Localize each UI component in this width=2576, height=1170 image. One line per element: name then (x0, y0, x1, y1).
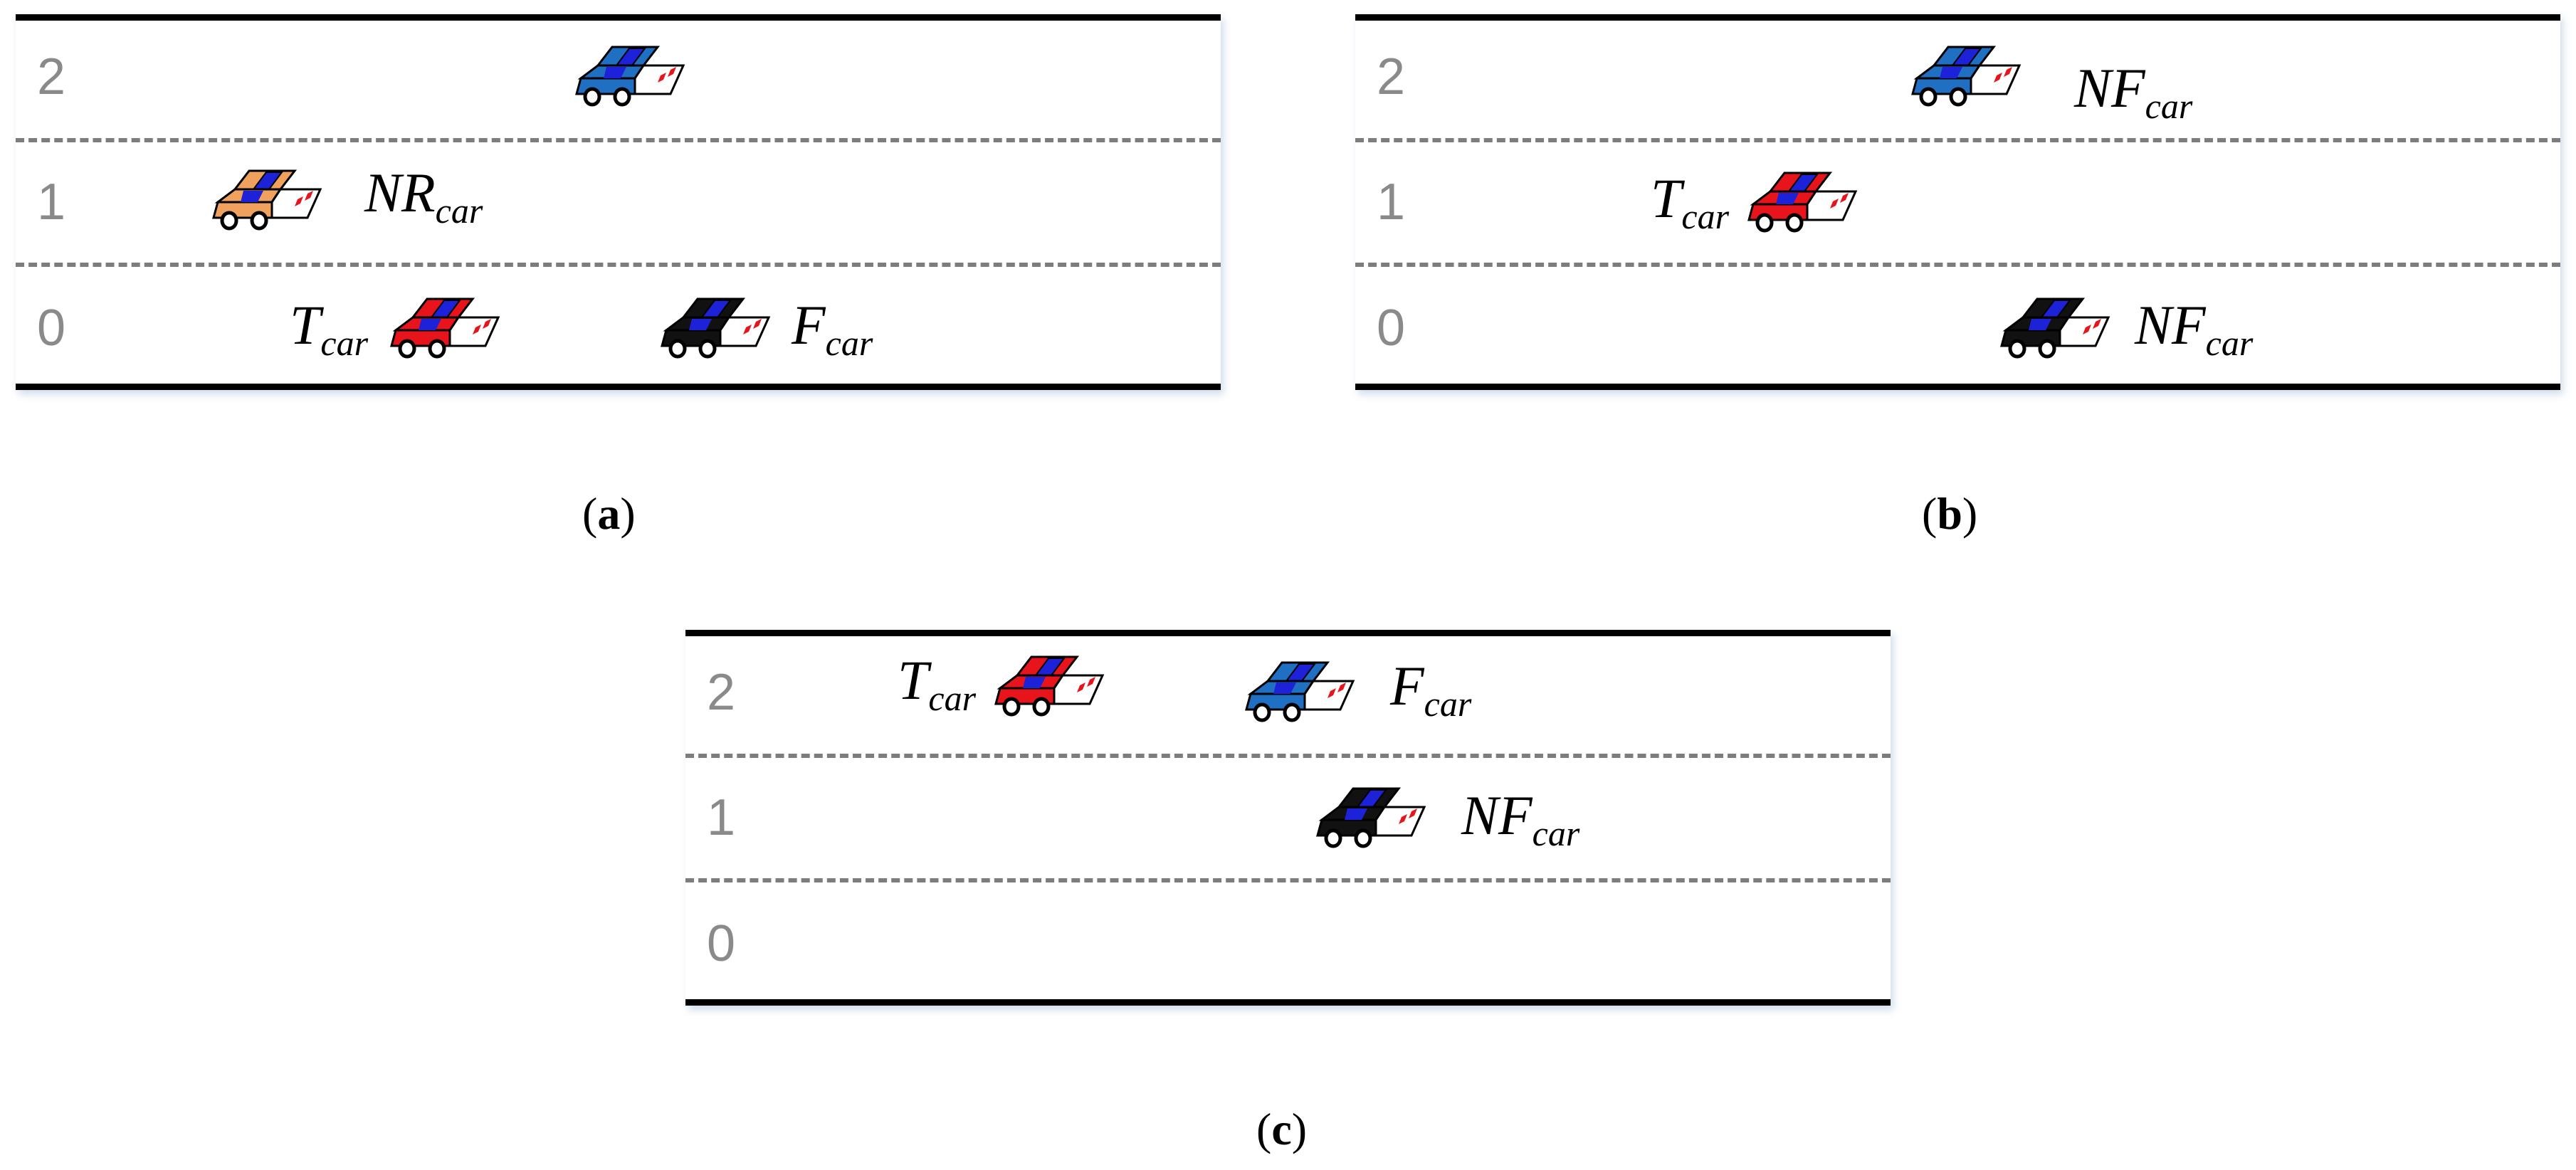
car-label: Tcar (290, 294, 369, 363)
panel-c: 2 1 0 Tcar Fcar NFcar (685, 630, 1891, 1006)
car-label: NRcar (364, 162, 483, 231)
car-blue-icon (1907, 41, 2028, 112)
lane-number-1: 1 (37, 174, 66, 231)
car-label: Fcar (1390, 655, 1472, 724)
road-edge-bottom (1355, 384, 2560, 390)
road-edge-top (1355, 14, 2560, 21)
lane-divider (16, 263, 1221, 267)
lane-divider (1355, 138, 2560, 142)
road-edge-top (685, 630, 1891, 636)
lane-number-2: 2 (707, 664, 736, 721)
panel-caption: (b) (1922, 488, 1978, 539)
road: 2 1 0 Tcar Fcar NFcar (685, 630, 1891, 1006)
car-label: Tcar (898, 649, 977, 718)
panel-a: 2 1 0 NRcar Tcar Fcar (16, 14, 1221, 390)
car-black-icon (656, 293, 777, 364)
car-blue-icon (1241, 657, 1362, 728)
car-label: Tcar (1651, 167, 1730, 236)
car-red-icon (386, 293, 507, 364)
lane-number-2: 2 (37, 48, 66, 105)
lane-number-1: 1 (1377, 174, 1406, 231)
road-edge-bottom (685, 999, 1891, 1006)
car-red-icon (990, 651, 1111, 722)
car-orange-icon (208, 165, 329, 236)
panel-b: 2 1 0 NFcar Tcar NFcar (1355, 14, 2560, 390)
car-label: NFcar (2074, 57, 2193, 126)
lane-divider (16, 138, 1221, 142)
lane-number-2: 2 (1377, 48, 1406, 105)
road: 2 1 0 NRcar Tcar Fcar (16, 14, 1221, 390)
lane-number-0: 0 (37, 300, 66, 357)
road-edge-bottom (16, 384, 1221, 390)
panel-caption: (c) (1256, 1104, 1308, 1154)
car-black-icon (1312, 783, 1433, 854)
lane-divider (685, 754, 1891, 758)
panel-caption: (a) (582, 488, 636, 539)
car-label: NFcar (1461, 784, 1580, 853)
lane-number-0: 0 (1377, 300, 1406, 357)
road: 2 1 0 NFcar Tcar NFcar (1355, 14, 2560, 390)
car-black-icon (1996, 293, 2117, 364)
car-blue-icon (571, 41, 692, 112)
lane-number-0: 0 (707, 915, 736, 972)
car-label: NFcar (2135, 294, 2254, 363)
car-red-icon (1743, 167, 1864, 238)
lane-divider (1355, 263, 2560, 267)
lane-number-1: 1 (707, 789, 736, 846)
lane-divider (685, 878, 1891, 882)
car-label: Fcar (792, 294, 873, 363)
road-edge-top (16, 14, 1221, 21)
